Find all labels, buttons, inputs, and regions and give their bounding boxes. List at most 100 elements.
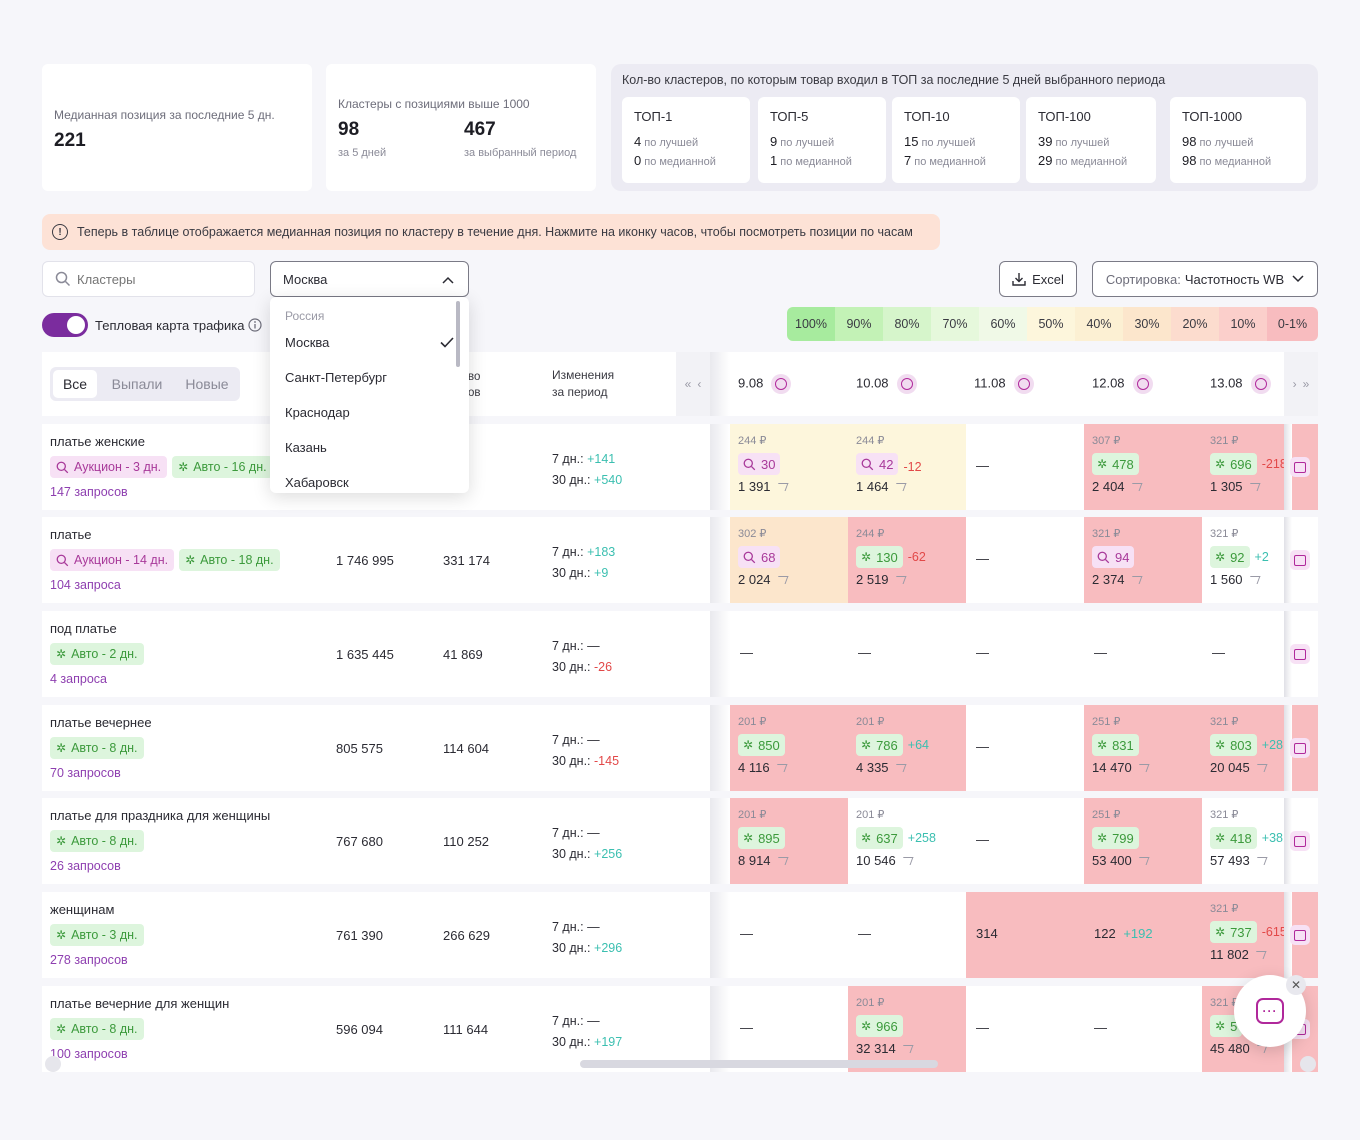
dropdown-option-kazan[interactable]: Казань bbox=[285, 440, 327, 455]
clusters-above-label: Кластеры с позициями выше 1000 bbox=[338, 97, 530, 111]
day-cell[interactable]: — bbox=[730, 892, 848, 978]
dropdown-option-spb[interactable]: Санкт-Петербург bbox=[285, 370, 387, 385]
day-cell[interactable]: 201 ₽ ✲ 786 +64 4 335 bbox=[848, 705, 966, 791]
chart-icon[interactable] bbox=[1290, 644, 1310, 664]
day-cell[interactable]: — bbox=[966, 517, 1084, 603]
day-cell[interactable]: — bbox=[730, 986, 848, 1072]
day-cell[interactable]: 302 ₽ 68 2 024 bbox=[730, 517, 848, 603]
table-row[interactable]: платье женские Аукцион - 3 дн. ✲ Авто - 16 … bbox=[42, 424, 1318, 510]
horizontal-scroll-left[interactable] bbox=[45, 1056, 61, 1072]
median-position-label: Медианная позиция за последние 5 дн. bbox=[54, 108, 275, 122]
search-icon bbox=[861, 458, 874, 470]
info-icon[interactable] bbox=[248, 318, 262, 332]
chart-icon[interactable] bbox=[1290, 457, 1310, 477]
day-cell[interactable]: 244 ₽ ✲ 130 -62 2 519 bbox=[848, 517, 966, 603]
sort-select[interactable]: Сортировка: Частотность WB bbox=[1092, 261, 1318, 297]
table-row[interactable]: под платье ✲ Авто - 2 дн. 4 запроса 1 635 44… bbox=[42, 611, 1318, 697]
day-cell[interactable]: 321 ₽ 94 2 374 bbox=[1084, 517, 1202, 603]
day-cell[interactable]: 321 ₽ ✲ 696 -218 1 305 bbox=[1202, 424, 1318, 510]
chart-icon[interactable] bbox=[1290, 738, 1310, 758]
day-cell[interactable]: 321 ₽ ✲ 418 +381 57 493 bbox=[1202, 798, 1318, 884]
queries-link[interactable]: 147 запросов bbox=[50, 485, 128, 499]
change-7d-label: 7 дн.: bbox=[552, 452, 584, 466]
queries-link[interactable]: 70 запросов bbox=[50, 766, 121, 780]
clusters-period-value: 467 bbox=[464, 119, 496, 140]
day-cell[interactable]: 251 ₽ ✲ 831 14 470 bbox=[1084, 705, 1202, 791]
day-cell[interactable]: 201 ₽ ✲ 637 +258 10 546 bbox=[848, 798, 966, 884]
day-cell[interactable]: — bbox=[966, 611, 1084, 697]
trend-arrow-icon bbox=[775, 857, 789, 865]
chart-icon[interactable] bbox=[1290, 831, 1310, 851]
close-chat-icon[interactable]: ✕ bbox=[1286, 975, 1306, 995]
day-cell[interactable]: 244 ₽ 42 -12 1 464 bbox=[848, 424, 966, 510]
traffic-value: 32 314 bbox=[856, 1041, 958, 1056]
position-delta: -62 bbox=[907, 550, 926, 564]
double-chevron-left-icon[interactable]: « bbox=[684, 377, 692, 391]
dropdown-option-moscow[interactable]: Москва bbox=[285, 335, 330, 350]
bid-price: 244 ₽ bbox=[738, 435, 767, 447]
day-cell[interactable]: — bbox=[848, 892, 966, 978]
day-cell[interactable]: — bbox=[966, 705, 1084, 791]
day-cell[interactable]: 307 ₽ ✲ 478 2 404 bbox=[1084, 424, 1202, 510]
day-cell[interactable]: 201 ₽ ✲ 966 32 314 bbox=[848, 986, 966, 1072]
bid-price: 251 ₽ bbox=[1092, 716, 1121, 728]
day-cell[interactable]: — bbox=[730, 611, 848, 697]
horizontal-scroll-right[interactable] bbox=[1300, 1056, 1316, 1072]
tab-all[interactable]: Все bbox=[53, 370, 97, 398]
double-chevron-right-icon[interactable]: » bbox=[1302, 377, 1310, 391]
day-cell[interactable]: — bbox=[1084, 986, 1202, 1072]
frequency-value: 805 575 bbox=[336, 741, 383, 756]
queries-link[interactable]: 278 запросов bbox=[50, 953, 128, 967]
dropdown-option-krasnodar[interactable]: Краснодар bbox=[285, 405, 350, 420]
queries-link[interactable]: 100 запросов bbox=[50, 1047, 128, 1061]
auto-label: Авто - 8 дн. bbox=[71, 1022, 138, 1036]
tab-new[interactable]: Новые bbox=[185, 376, 229, 392]
day-cell[interactable]: 201 ₽ ✲ 850 4 116 bbox=[730, 705, 848, 791]
queries-link[interactable]: 4 запроса bbox=[50, 672, 107, 686]
tab-dropped[interactable]: Выпали bbox=[111, 376, 163, 392]
table-row[interactable]: платье вечернее ✲ Авто - 8 дн. 70 запросов 8… bbox=[42, 705, 1318, 791]
legend-item: 40% bbox=[1075, 307, 1123, 341]
chevron-left-icon[interactable]: ‹ bbox=[697, 377, 702, 391]
day-cell[interactable]: 122 +192 bbox=[1084, 892, 1202, 978]
excel-button[interactable]: Excel bbox=[999, 261, 1077, 297]
region-select[interactable]: Москва bbox=[270, 261, 469, 297]
clock-icon[interactable] bbox=[1250, 374, 1271, 394]
table-row[interactable]: платье для праздника для женщины ✲ Авто - … bbox=[42, 798, 1318, 884]
table-row[interactable]: платье вечерние для женщин ✲ Авто - 8 дн. 1… bbox=[42, 986, 1318, 1072]
day-cell[interactable]: 244 ₽ 30 1 391 bbox=[730, 424, 848, 510]
cluster-name: платье для праздника для женщины bbox=[50, 808, 271, 823]
table-row[interactable]: женщинам ✲ Авто - 3 дн. 278 запросов 761 390… bbox=[42, 892, 1318, 978]
day-cell[interactable]: — bbox=[966, 986, 1084, 1072]
day-cell[interactable]: — bbox=[1084, 611, 1202, 697]
dropdown-option-khabarovsk[interactable]: Хабаровск bbox=[285, 475, 349, 490]
search-icon bbox=[743, 458, 756, 470]
day-cell[interactable]: 314 bbox=[966, 892, 1084, 978]
day-cell[interactable]: 251 ₽ ✲ 799 53 400 bbox=[1084, 798, 1202, 884]
clock-icon[interactable] bbox=[1132, 374, 1153, 394]
table-row[interactable]: платье Аукцион - 14 дн. ✲ Авто - 18 дн. 104 … bbox=[42, 517, 1318, 603]
position-number: 786 bbox=[876, 737, 898, 753]
day-cell[interactable]: — bbox=[966, 798, 1084, 884]
day-cell[interactable]: — bbox=[848, 611, 966, 697]
day-cell[interactable]: — bbox=[966, 424, 1084, 510]
clock-icon[interactable] bbox=[1013, 374, 1034, 394]
horizontal-scrollbar[interactable] bbox=[580, 1060, 938, 1068]
trend-arrow-icon bbox=[1247, 576, 1261, 584]
dropdown-scrollbar[interactable] bbox=[456, 301, 460, 367]
trend-arrow-icon bbox=[1254, 857, 1268, 865]
clock-icon[interactable] bbox=[771, 374, 792, 394]
chevron-right-icon[interactable]: › bbox=[1292, 377, 1297, 391]
heatmap-toggle[interactable] bbox=[42, 313, 88, 337]
chart-icon[interactable] bbox=[1290, 925, 1310, 945]
clock-icon[interactable] bbox=[896, 374, 917, 394]
chart-icon[interactable] bbox=[1290, 550, 1310, 570]
queries-link[interactable]: 26 запросов bbox=[50, 859, 121, 873]
day-cell[interactable]: 201 ₽ ✲ 895 8 914 bbox=[730, 798, 848, 884]
date-header: 12.08 bbox=[1092, 374, 1153, 394]
queries-link[interactable]: 104 запроса bbox=[50, 578, 121, 592]
top-median-label: по медианной bbox=[1055, 156, 1128, 168]
search-input[interactable] bbox=[42, 261, 255, 297]
search-field[interactable] bbox=[77, 271, 247, 287]
date-label: 13.08 bbox=[1210, 375, 1243, 391]
